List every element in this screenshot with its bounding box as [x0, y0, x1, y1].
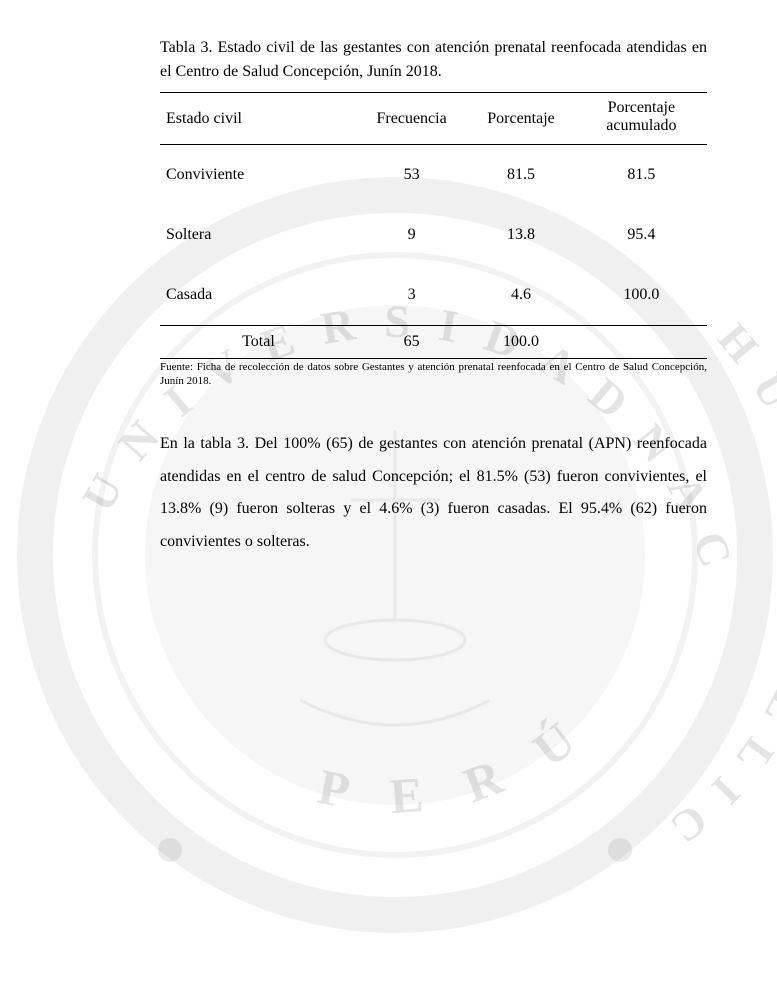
- cell-acumulado: 100.0: [576, 265, 707, 326]
- analysis-paragraph: En la tabla 3. Del 100% (65) de gestante…: [160, 428, 707, 559]
- cell-porcentaje: 4.6: [466, 265, 575, 326]
- cell-estado: Soltera: [160, 205, 357, 265]
- cell-porcentaje: 81.5: [466, 145, 575, 206]
- col-header-acumulado: Porcentaje acumulado: [576, 93, 707, 145]
- table-row: Soltera 9 13.8 95.4: [160, 205, 707, 265]
- cell-porcentaje: 13.8: [466, 205, 575, 265]
- cell-frecuencia: 53: [357, 145, 466, 206]
- page-content: Tabla 3. Estado civil de las gestantes c…: [0, 0, 777, 559]
- cell-estado: Conviviente: [160, 145, 357, 206]
- table-row: Casada 3 4.6 100.0: [160, 265, 707, 326]
- estado-civil-table: Estado civil Frecuencia Porcentaje Porce…: [160, 92, 707, 359]
- total-acumulado: [576, 326, 707, 359]
- total-label: Total: [160, 326, 357, 359]
- col-header-acumulado-text: Porcentaje acumulado: [582, 99, 701, 136]
- table-total-row: Total 65 100.0: [160, 326, 707, 359]
- total-porcentaje: 100.0: [466, 326, 575, 359]
- table-row: Conviviente 53 81.5 81.5: [160, 145, 707, 206]
- table-caption: Tabla 3. Estado civil de las gestantes c…: [160, 36, 707, 84]
- col-header-porcentaje: Porcentaje: [466, 93, 575, 145]
- cell-acumulado: 95.4: [576, 205, 707, 265]
- cell-frecuencia: 3: [357, 265, 466, 326]
- cell-estado: Casada: [160, 265, 357, 326]
- col-header-estado: Estado civil: [160, 93, 357, 145]
- table-source: Fuente: Ficha de recolección de datos so…: [160, 361, 707, 387]
- svg-text:P E R Ú: P E R Ú: [313, 700, 599, 824]
- col-header-frecuencia: Frecuencia: [357, 93, 466, 145]
- cell-frecuencia: 9: [357, 205, 466, 265]
- total-frecuencia: 65: [357, 326, 466, 359]
- cell-acumulado: 81.5: [576, 145, 707, 206]
